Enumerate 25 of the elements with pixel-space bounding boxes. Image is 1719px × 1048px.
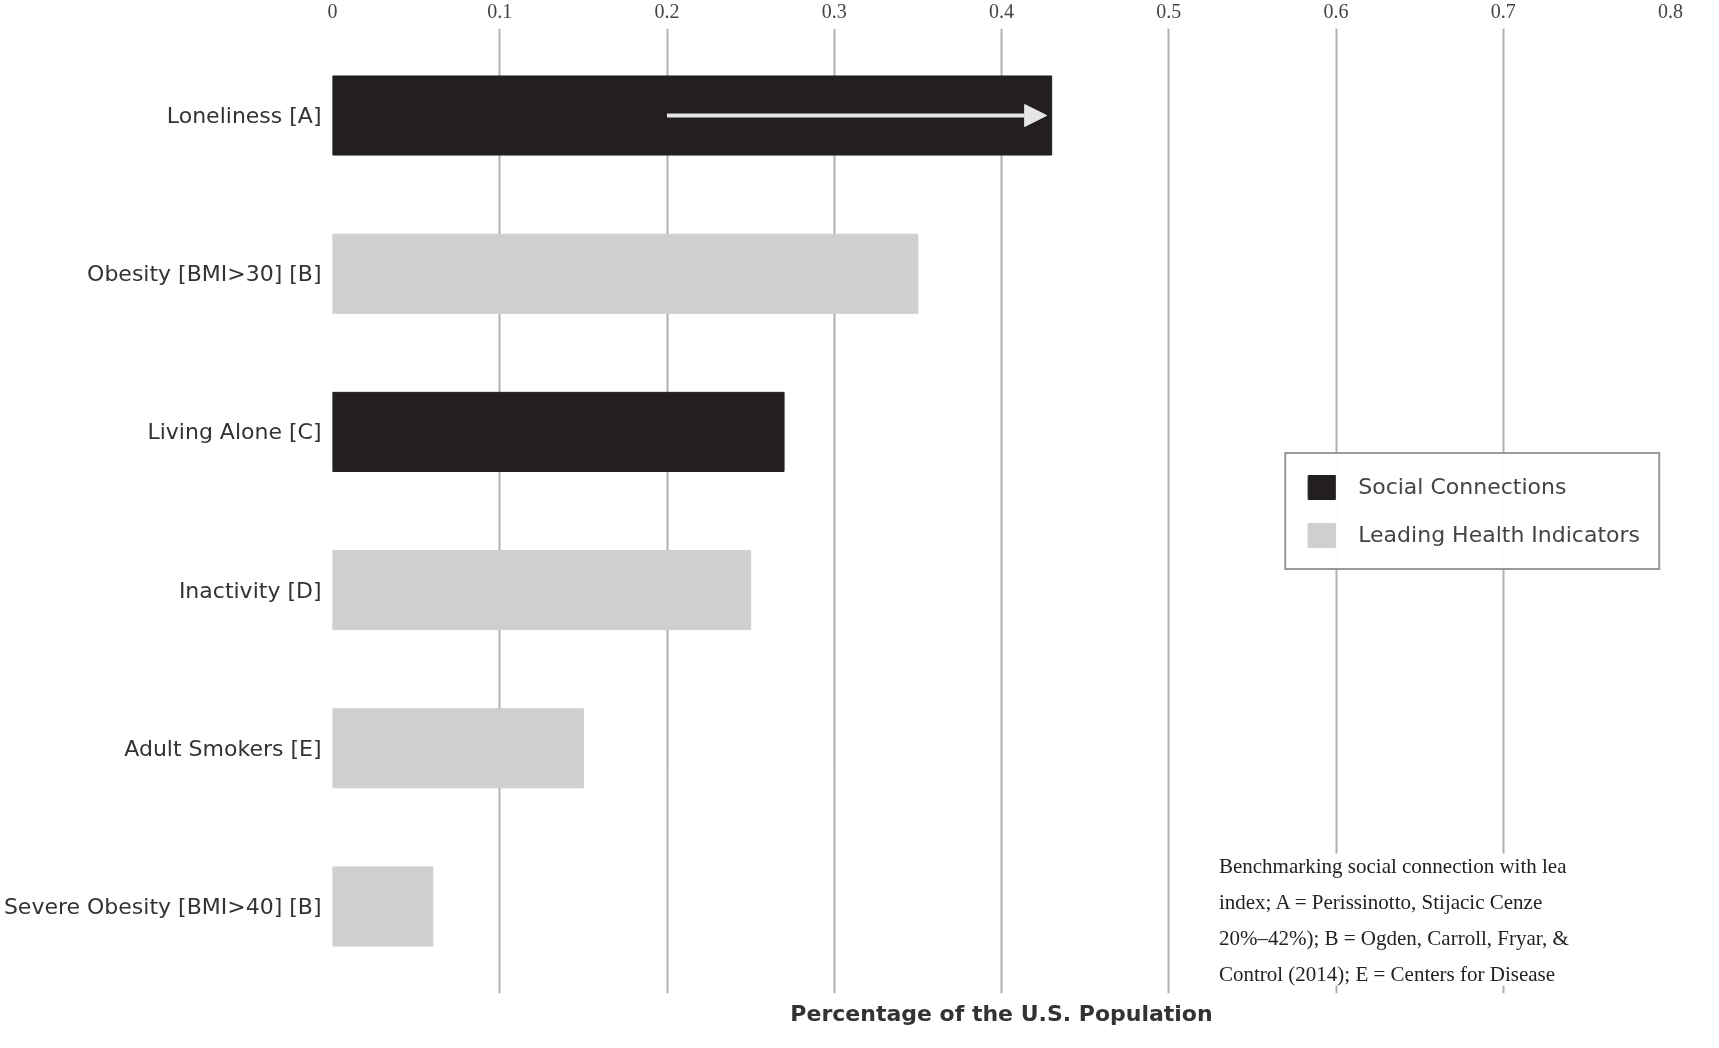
x-tick-label: 0.6 bbox=[1323, 0, 1349, 22]
x-axis-title: Percentage of the U.S. Population bbox=[790, 1000, 1213, 1026]
x-tick-label: 0.4 bbox=[989, 0, 1014, 22]
x-tick-label: 0.1 bbox=[487, 0, 513, 22]
bar bbox=[332, 866, 434, 947]
bar bbox=[332, 233, 919, 314]
x-tick-label: 0.8 bbox=[1658, 0, 1683, 22]
x-tick-label: 0 bbox=[327, 0, 338, 22]
bar bbox=[332, 550, 752, 631]
legend-label: Social Connections bbox=[1358, 474, 1567, 499]
bar bbox=[332, 75, 1053, 156]
bar bbox=[332, 391, 785, 472]
legend-label: Leading Health Indicators bbox=[1358, 522, 1640, 547]
annotation: Benchmarking social connection with lea index; A = Perissinotto, Stijacic Cenze 20%–42%); B = Ogden, Carroll, Fryar, & Control (2014); E = Centers for Disease bbox=[1218, 853, 1569, 986]
y-tick-label: Adult Smokers [E] bbox=[124, 735, 322, 761]
x-tick-label: 0.5 bbox=[1156, 0, 1182, 22]
y-tick-label: Severe Obesity [BMI>40] [B] bbox=[3, 893, 322, 919]
y-tick-label: Inactivity [D] bbox=[178, 577, 322, 603]
x-tick-label: 0.3 bbox=[821, 0, 847, 22]
bar bbox=[332, 708, 584, 789]
x-tick-label: 0.2 bbox=[654, 0, 680, 22]
y-tick-label: Obesity [BMI>30] [B] bbox=[87, 261, 322, 287]
x-tick-label: 0.7 bbox=[1490, 0, 1516, 22]
y-tick-label: Loneliness [A] bbox=[166, 103, 322, 129]
y-tick-label: Living Alone [C] bbox=[147, 419, 322, 445]
